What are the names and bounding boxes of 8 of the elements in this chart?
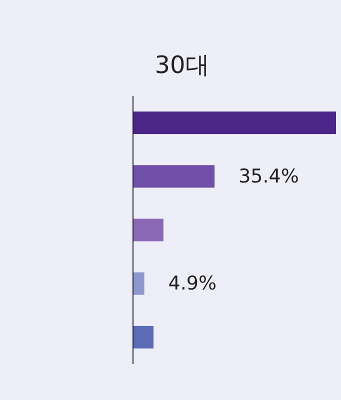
bar [133, 218, 164, 242]
bar [133, 112, 336, 134]
chart-title: 30대 [154, 51, 210, 79]
bar [133, 165, 215, 188]
data-label: 4.9% [168, 272, 217, 295]
bar [133, 326, 154, 348]
data-label: 35.4% [238, 165, 299, 188]
bar [133, 272, 144, 295]
